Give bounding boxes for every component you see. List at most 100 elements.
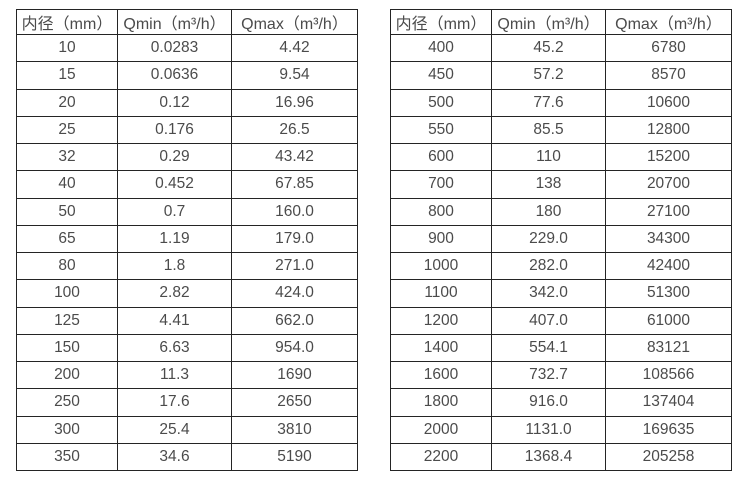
table-cell: 11.3 xyxy=(117,360,232,390)
table-cell: 10600 xyxy=(605,88,732,117)
table-row: 100 2.82 424.0 xyxy=(16,279,358,308)
table-cell: 550 xyxy=(390,115,492,145)
table-cell: 179.0 xyxy=(231,224,358,254)
table-cell: 25.4 xyxy=(117,415,232,444)
table-cell: 20 xyxy=(16,88,118,117)
table-body: 10 0.0283 4.42 15 0.0636 9.54 20 0.12 16.96 25 0.1… xyxy=(16,33,358,472)
table-cell: 4.41 xyxy=(117,306,232,335)
table-body: 400 45.2 6780 450 57.2 8570 500 77.6 10600 550 85.… xyxy=(390,33,732,472)
table-cell: 45.2 xyxy=(491,33,606,63)
table-cell: 1600 xyxy=(390,360,492,390)
table-cell: 2200 xyxy=(390,442,492,472)
table-cell: 77.6 xyxy=(491,88,606,117)
table-header-row: 内径（mm） Qmin（m³/h） Qmax（m³/h） xyxy=(16,9,358,35)
table-row: 1200 407.0 61000 xyxy=(390,306,732,335)
table-row: 150 6.63 954.0 xyxy=(16,333,358,363)
table-cell: 138 xyxy=(491,170,606,199)
table-row: 300 25.4 3810 xyxy=(16,415,358,444)
col-header-inner-diameter: 内径（mm） xyxy=(16,9,118,35)
table-cell: 150 xyxy=(16,333,118,363)
table-cell: 662.0 xyxy=(231,306,358,335)
table-row: 65 1.19 179.0 xyxy=(16,224,358,254)
table-row: 600 110 15200 xyxy=(390,142,732,172)
table-cell: 5190 xyxy=(231,442,358,472)
table-cell: 85.5 xyxy=(491,115,606,145)
table-cell: 34300 xyxy=(605,224,732,254)
table-cell: 0.12 xyxy=(117,88,232,117)
table-cell: 57.2 xyxy=(491,61,606,90)
table-cell: 342.0 xyxy=(491,279,606,308)
table-row: 200 11.3 1690 xyxy=(16,360,358,390)
table-cell: 4.42 xyxy=(231,33,358,63)
table-cell: 43.42 xyxy=(231,142,358,172)
table-cell: 1131.0 xyxy=(491,415,606,444)
table-cell: 67.85 xyxy=(231,170,358,199)
table-header-row: 内径（mm） Qmin（m³/h） Qmax（m³/h） xyxy=(390,9,732,35)
table-cell: 125 xyxy=(16,306,118,335)
flow-rate-table-small-diameters: 内径（mm） Qmin（m³/h） Qmax（m³/h） 10 0.0283 4.4… xyxy=(16,9,358,472)
table-cell: 61000 xyxy=(605,306,732,335)
table-cell: 8570 xyxy=(605,61,732,90)
table-cell: 250 xyxy=(16,388,118,417)
table-cell: 554.1 xyxy=(491,333,606,363)
table-cell: 1690 xyxy=(231,360,358,390)
col-header-qmax: Qmax（m³/h） xyxy=(231,9,358,35)
table-row: 125 4.41 662.0 xyxy=(16,306,358,335)
table-cell: 916.0 xyxy=(491,388,606,417)
table-cell: 0.0283 xyxy=(117,33,232,63)
table-row: 1800 916.0 137404 xyxy=(390,388,732,417)
table-cell: 229.0 xyxy=(491,224,606,254)
table-cell: 1400 xyxy=(390,333,492,363)
table-row: 800 180 27100 xyxy=(390,197,732,226)
table-cell: 0.29 xyxy=(117,142,232,172)
table-cell: 16.96 xyxy=(231,88,358,117)
table-cell: 954.0 xyxy=(231,333,358,363)
table-row: 1100 342.0 51300 xyxy=(390,279,732,308)
table-cell: 400 xyxy=(390,33,492,63)
col-header-qmin: Qmin（m³/h） xyxy=(491,9,606,35)
table-cell: 10 xyxy=(16,33,118,63)
table-cell: 2650 xyxy=(231,388,358,417)
table-cell: 500 xyxy=(390,88,492,117)
table-cell: 40 xyxy=(16,170,118,199)
table-row: 500 77.6 10600 xyxy=(390,88,732,117)
table-cell: 282.0 xyxy=(491,251,606,281)
table-cell: 160.0 xyxy=(231,197,358,226)
table-cell: 17.6 xyxy=(117,388,232,417)
col-header-qmax: Qmax（m³/h） xyxy=(605,9,732,35)
table-row: 550 85.5 12800 xyxy=(390,115,732,145)
table-row: 20 0.12 16.96 xyxy=(16,88,358,117)
flow-rate-table-large-diameters: 内径（mm） Qmin（m³/h） Qmax（m³/h） 400 45.2 6780… xyxy=(390,9,732,472)
table-row: 50 0.7 160.0 xyxy=(16,197,358,226)
table-cell: 0.176 xyxy=(117,115,232,145)
table-cell: 15 xyxy=(16,61,118,90)
table-row: 32 0.29 43.42 xyxy=(16,142,358,172)
table-cell: 6780 xyxy=(605,33,732,63)
table-cell: 732.7 xyxy=(491,360,606,390)
table-cell: 1.8 xyxy=(117,251,232,281)
table-cell: 34.6 xyxy=(117,442,232,472)
table-row: 250 17.6 2650 xyxy=(16,388,358,417)
table-row: 1600 732.7 108566 xyxy=(390,360,732,390)
table-cell: 0.0636 xyxy=(117,61,232,90)
table-cell: 26.5 xyxy=(231,115,358,145)
table-row: 350 34.6 5190 xyxy=(16,442,358,472)
table-cell: 1800 xyxy=(390,388,492,417)
table-cell: 32 xyxy=(16,142,118,172)
table-cell: 407.0 xyxy=(491,306,606,335)
table-cell: 1000 xyxy=(390,251,492,281)
table-cell: 2.82 xyxy=(117,279,232,308)
table-cell: 600 xyxy=(390,142,492,172)
table-cell: 424.0 xyxy=(231,279,358,308)
table-row: 1000 282.0 42400 xyxy=(390,251,732,281)
table-row: 2200 1368.4 205258 xyxy=(390,442,732,472)
table-cell: 1200 xyxy=(390,306,492,335)
table-row: 400 45.2 6780 xyxy=(390,33,732,63)
table-cell: 0.7 xyxy=(117,197,232,226)
table-row: 15 0.0636 9.54 xyxy=(16,61,358,90)
table-row: 900 229.0 34300 xyxy=(390,224,732,254)
table-cell: 80 xyxy=(16,251,118,281)
table-cell: 0.452 xyxy=(117,170,232,199)
table-cell: 137404 xyxy=(605,388,732,417)
